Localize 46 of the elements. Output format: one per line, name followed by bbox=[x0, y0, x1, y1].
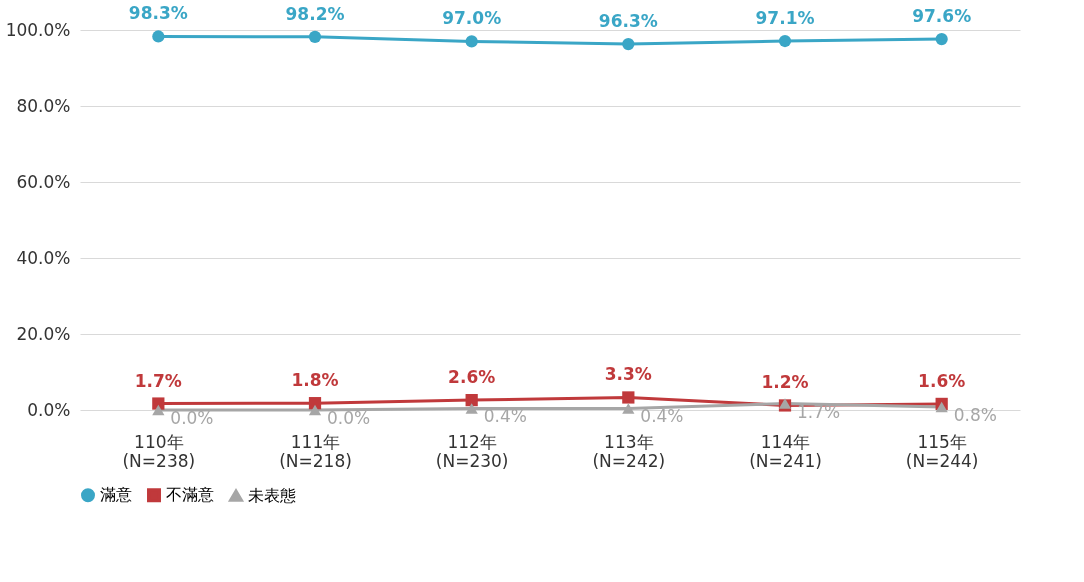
data-label: 0.0% bbox=[170, 408, 214, 428]
x-tick-label: 114年 (N=241) bbox=[749, 431, 822, 471]
point bbox=[622, 391, 635, 404]
y-tick-label: 100.0% bbox=[5, 19, 71, 40]
data-label: 97.1% bbox=[755, 8, 815, 29]
point bbox=[778, 34, 792, 48]
data-label: 1.7% bbox=[134, 370, 182, 391]
legend-label: 不滿意 bbox=[166, 485, 214, 505]
data-label: 98.3% bbox=[128, 3, 188, 24]
legend-label: 滿意 bbox=[100, 485, 132, 505]
point bbox=[308, 404, 322, 416]
data-label: 1.2% bbox=[761, 372, 809, 393]
data-label: 1.8% bbox=[291, 370, 339, 391]
point bbox=[465, 394, 478, 407]
data-label: 0.8% bbox=[953, 404, 997, 425]
data-label: 1.7% bbox=[797, 401, 841, 422]
y-tick-label: 40.0% bbox=[16, 247, 71, 268]
x-tick-label: 111年 (N=218) bbox=[279, 431, 352, 471]
data-label: 97.6% bbox=[912, 6, 972, 27]
x-tick-label: 112年 (N=230) bbox=[435, 431, 509, 471]
y-tick-label: 0.0% bbox=[27, 399, 71, 420]
point bbox=[465, 403, 478, 414]
point bbox=[152, 30, 165, 43]
data-label: 97.0% bbox=[442, 8, 502, 29]
point bbox=[152, 404, 165, 416]
x-tick-label: 110年 (N=238) bbox=[122, 431, 196, 471]
point bbox=[935, 401, 948, 413]
data-label: 0.0% bbox=[327, 408, 371, 428]
point bbox=[622, 403, 635, 414]
y-tick-label: 60.0% bbox=[16, 171, 71, 192]
y-tick-label: 80.0% bbox=[16, 95, 71, 116]
data-label: 96.3% bbox=[598, 11, 658, 32]
point bbox=[308, 30, 322, 43]
data-label: 2.6% bbox=[448, 367, 496, 388]
data-label: 0.4% bbox=[640, 406, 684, 427]
y-tick-label: 20.0% bbox=[16, 323, 71, 344]
point bbox=[935, 33, 948, 46]
data-label: 98.2% bbox=[285, 3, 345, 24]
data-label: 1.6% bbox=[918, 370, 966, 391]
x-tick-label: 115年 (N=244) bbox=[905, 431, 979, 471]
data-label: 3.3% bbox=[604, 364, 652, 385]
x-tick-label: 113年 (N=242) bbox=[592, 431, 666, 471]
point bbox=[152, 397, 165, 410]
point bbox=[622, 37, 635, 51]
legend-label: 未表態 bbox=[248, 485, 296, 505]
point bbox=[465, 35, 478, 48]
